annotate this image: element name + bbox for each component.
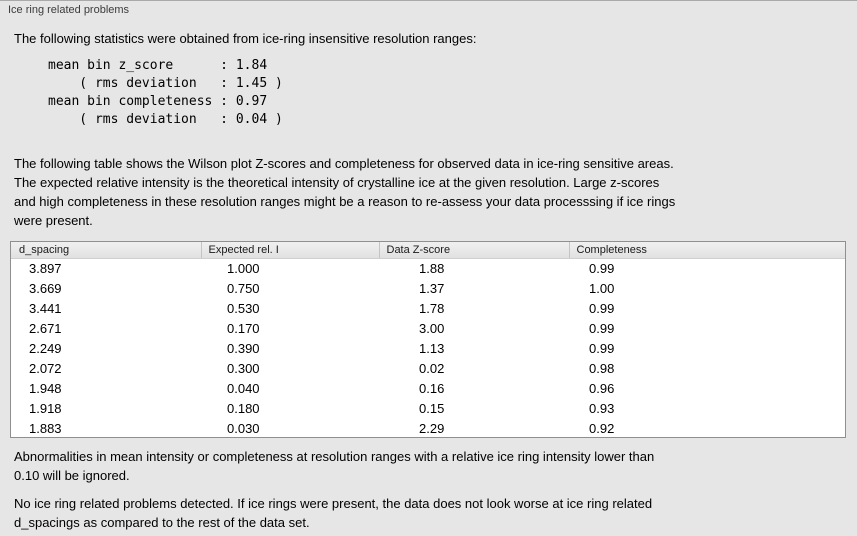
table-cell: 3.897 (29, 260, 62, 276)
table-row: 2.249 0.390 1.13 0.99 (11, 339, 845, 359)
table-cell: 0.99 (589, 300, 615, 316)
table-cell: 2.29 (419, 420, 445, 436)
table-cell: 0.530 (227, 300, 260, 316)
table-row: 1.918 0.180 0.15 0.93 (11, 399, 845, 419)
ice-ring-table-grid: d_spacing Expected rel. I Data Z-score C… (11, 242, 845, 438)
table-cell: 0.390 (227, 340, 260, 356)
col-header-data-z-score: Data Z-score (379, 242, 570, 259)
intro-text: The following statistics were obtained f… (14, 31, 477, 46)
table-row: 2.671 0.170 3.00 0.99 (11, 319, 845, 339)
table-header-row: d_spacing Expected rel. I Data Z-score C… (11, 242, 845, 259)
table-row: 1.948 0.040 0.16 0.96 (11, 379, 845, 399)
table-cell: 0.15 (419, 400, 445, 416)
table-cell: 1.000 (227, 260, 260, 276)
table-row: 3.441 0.530 1.78 0.99 (11, 299, 845, 319)
table-cell: 0.16 (419, 380, 445, 396)
table-cell: 0.170 (227, 320, 260, 336)
table-cell: 0.98 (589, 360, 615, 376)
table-cell: 0.030 (227, 420, 260, 436)
table-cell: 0.99 (589, 340, 615, 356)
table-cell: 1.88 (419, 260, 445, 276)
table-cell: 1.883 (29, 420, 62, 436)
table-cell: 2.249 (29, 340, 62, 356)
table-cell: 0.750 (227, 280, 260, 296)
panel-content: The following statistics were obtained f… (0, 29, 857, 532)
table-row: 3.669 0.750 1.37 1.00 (11, 279, 845, 299)
table-cell: 3.669 (29, 280, 62, 296)
table-cell: 2.072 (29, 360, 62, 376)
table-cell: 0.99 (589, 260, 615, 276)
table-row: 2.072 0.300 0.02 0.98 (11, 359, 845, 379)
table-cell: 0.040 (227, 380, 260, 396)
table-cell: 2.671 (29, 320, 62, 336)
table-cell: 0.180 (227, 400, 260, 416)
table-cell: 0.96 (589, 380, 615, 396)
col-header-completeness: Completeness (569, 242, 845, 259)
table-cell: 1.78 (419, 300, 445, 316)
stats-block: mean bin z_score : 1.84 ( rms deviation … (48, 58, 283, 127)
table-cell: 1.918 (29, 400, 62, 416)
ignore-note: Abnormalities in mean intensity or compl… (14, 449, 655, 483)
col-header-expected-rel-i: Expected rel. I (201, 242, 380, 259)
table-cell: 0.93 (589, 400, 615, 416)
table-row: 1.883 0.030 2.29 0.92 (11, 419, 845, 438)
table-description: The following table shows the Wilson plo… (14, 156, 676, 228)
table-cell: 1.37 (419, 280, 445, 296)
table-cell: 0.02 (419, 360, 445, 376)
table-cell: 1.948 (29, 380, 62, 396)
table-cell: 3.441 (29, 300, 62, 316)
table-cell: 1.00 (589, 280, 615, 296)
table-cell: 0.99 (589, 320, 615, 336)
table-body: 3.897 1.000 1.88 0.99 3.669 0.750 1.37 1.00 3.44… (11, 258, 845, 438)
table-cell: 1.13 (419, 340, 445, 356)
table-cell: 0.92 (589, 420, 615, 436)
ice-ring-table: d_spacing Expected rel. I Data Z-score C… (10, 241, 846, 438)
table-cell: 3.00 (419, 320, 445, 336)
conclusion-text: No ice ring related problems detected. I… (14, 496, 653, 530)
table-cell: 0.300 (227, 360, 260, 376)
col-header-d-spacing: d_spacing (11, 242, 202, 259)
panel-title: Ice ring related problems (8, 4, 130, 16)
table-row: 3.897 1.000 1.88 0.99 (11, 258, 845, 279)
